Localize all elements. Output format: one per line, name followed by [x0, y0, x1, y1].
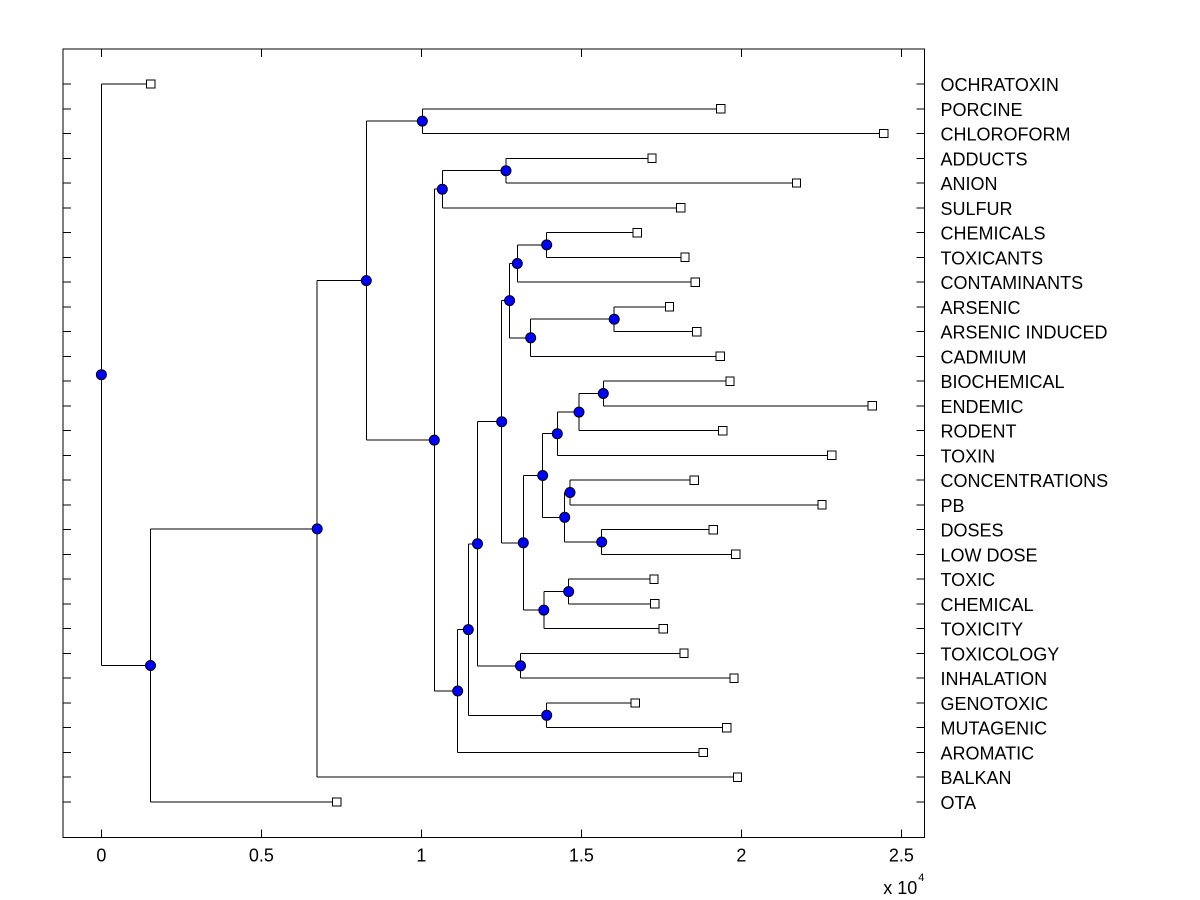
svg-text:MUTAGENIC: MUTAGENIC	[941, 719, 1048, 739]
svg-text:LOW DOSE: LOW DOSE	[941, 545, 1038, 565]
svg-text:0: 0	[96, 846, 106, 866]
svg-text:TOXICOLOGY: TOXICOLOGY	[941, 644, 1060, 664]
svg-text:2.5: 2.5	[889, 846, 914, 866]
svg-text:PORCINE: PORCINE	[941, 100, 1023, 120]
svg-text:OTA: OTA	[941, 793, 977, 813]
svg-text:SULFUR: SULFUR	[941, 199, 1013, 219]
svg-text:CONCENTRATIONS: CONCENTRATIONS	[941, 471, 1109, 491]
svg-text:TOXICANTS: TOXICANTS	[941, 248, 1044, 268]
svg-text:CHEMICAL: CHEMICAL	[941, 595, 1034, 615]
svg-text:CHLOROFORM: CHLOROFORM	[941, 125, 1071, 145]
svg-text:DOSES: DOSES	[941, 521, 1004, 541]
svg-text:2: 2	[736, 846, 746, 866]
svg-text:OCHRATOXIN: OCHRATOXIN	[941, 75, 1059, 95]
svg-text:RODENT: RODENT	[941, 422, 1017, 442]
svg-text:CADMIUM: CADMIUM	[941, 347, 1027, 367]
svg-text:TOXIN: TOXIN	[941, 446, 996, 466]
svg-text:0.5: 0.5	[249, 846, 274, 866]
svg-text:TOXIC: TOXIC	[941, 570, 996, 590]
svg-text:1: 1	[416, 846, 426, 866]
svg-text:INHALATION: INHALATION	[941, 669, 1048, 689]
svg-text:1.5: 1.5	[569, 846, 594, 866]
svg-text:x 10: x 10	[883, 878, 917, 898]
svg-text:BALKAN: BALKAN	[941, 768, 1012, 788]
svg-text:ADDUCTS: ADDUCTS	[941, 149, 1028, 169]
svg-text:AROMATIC: AROMATIC	[941, 744, 1035, 764]
svg-text:GENOTOXIC: GENOTOXIC	[941, 694, 1049, 714]
svg-text:PB: PB	[941, 496, 965, 516]
svg-text:CHEMICALS: CHEMICALS	[941, 224, 1046, 244]
svg-text:ANION: ANION	[941, 174, 998, 194]
svg-text:4: 4	[918, 872, 924, 884]
svg-text:TOXICITY: TOXICITY	[941, 620, 1024, 640]
svg-text:BIOCHEMICAL: BIOCHEMICAL	[941, 372, 1065, 392]
svg-text:ENDEMIC: ENDEMIC	[941, 397, 1024, 417]
svg-text:ARSENIC: ARSENIC	[941, 298, 1021, 318]
svg-text:CONTAMINANTS: CONTAMINANTS	[941, 273, 1084, 293]
svg-text:ARSENIC INDUCED: ARSENIC INDUCED	[941, 323, 1108, 343]
